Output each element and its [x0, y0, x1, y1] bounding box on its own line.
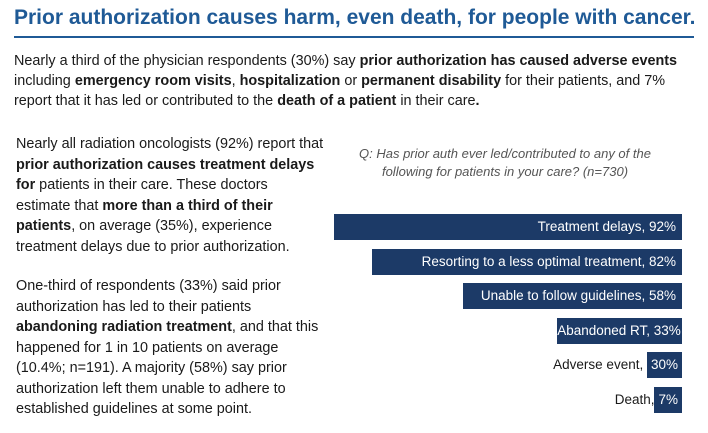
para-text: patients in their care. These doctors es… — [16, 177, 268, 214]
title-underline — [14, 36, 694, 38]
intro-text: or — [340, 73, 362, 89]
para-bold-delays: prior authorization causes treatment del… — [16, 156, 315, 194]
intro-bold-period: . — [475, 93, 480, 109]
bar-unable-to-follow-guidelines: Unable to follow guidelines, 58% — [462, 283, 682, 309]
intro-text: Nearly a third of the physician responde… — [14, 53, 360, 69]
bar-value-label: 33% — [653, 322, 681, 338]
treatment-delays-paragraph: Nearly all radiation oncologists (92%) r… — [16, 134, 326, 257]
bar-label: Death, — [614, 391, 655, 407]
intro-text: in their care — [396, 93, 476, 109]
bar-label: Treatment delays, — [537, 219, 649, 234]
para-text: Nearly all radiation oncologists (92%) r… — [16, 136, 324, 152]
para-text: One-third of respondents (33%) said prio… — [16, 278, 281, 315]
bar-label: Adverse event, — [553, 357, 647, 372]
bar-label: Abandoned RT, — [557, 322, 654, 338]
bar-value-label: 30% — [646, 352, 682, 378]
bar-chart: Treatment delays, 92% Resorting to a less… — [330, 214, 690, 424]
intro-bold-er-visits: emergency room visits — [74, 73, 232, 89]
bar-label: Resorting to a less optimal treatment, — [421, 253, 649, 269]
bar-value-label: 82% — [648, 253, 676, 269]
intro-bold-death: death of a patient — [277, 93, 397, 109]
para-bold-abandoning: abandoning radiation treatment — [16, 319, 232, 335]
bar-adverse-event: Adverse event, 30% — [553, 352, 682, 378]
intro-bold-disability: permanent disability — [361, 73, 502, 89]
bar-label: Unable to follow guidelines, — [480, 288, 649, 303]
para-bold-third: more than a third of their patients — [16, 197, 273, 235]
bar-treatment-delays: Treatment delays, 92% — [334, 214, 682, 240]
intro-bold-hospitalization: hospitalization — [239, 73, 341, 89]
bar-death: Death, 7% — [614, 386, 682, 413]
bar-abandoned-rt: Abandoned RT, 33% — [557, 317, 682, 344]
bar-value-label: 58% — [648, 288, 676, 303]
intro-text: , — [231, 73, 240, 89]
intro-text: including — [14, 73, 75, 89]
intro-paragraph: Nearly a third of the physician responde… — [14, 51, 699, 111]
abandonment-paragraph: One-third of respondents (33%) said prio… — [16, 276, 326, 420]
bar-resorting-to-a-less-optimal-treatment: Resorting to a less optimal treatment, 8… — [371, 248, 682, 275]
bar-value-label: 7% — [654, 386, 682, 413]
bar-value-label: 92% — [648, 219, 676, 234]
intro-bold-adverse-events: prior authorization has caused adverse e… — [359, 53, 678, 69]
para-text: , and that this happened for 1 in 10 pat… — [16, 319, 319, 417]
chart-question: Q: Has prior auth ever led/contributed t… — [359, 146, 651, 179]
intro-text: for their patients, and 7% report that i… — [14, 73, 666, 109]
para-text: , on average (35%), experience treatment… — [16, 218, 290, 255]
page-title: Prior authorization causes harm, even de… — [14, 6, 696, 29]
